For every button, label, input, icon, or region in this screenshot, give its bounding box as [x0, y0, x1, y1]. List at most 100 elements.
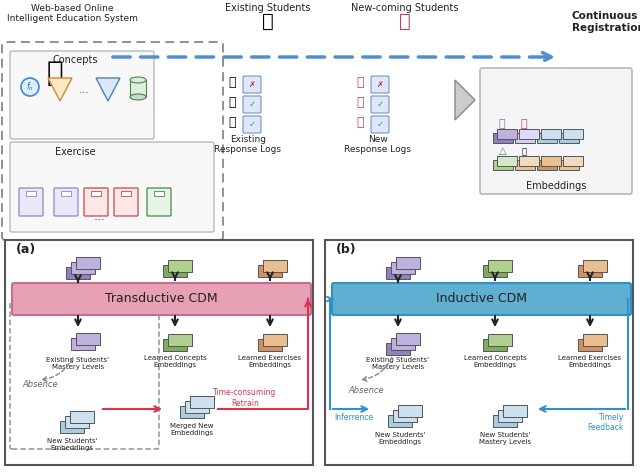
FancyBboxPatch shape: [19, 188, 43, 216]
Text: Absence: Absence: [348, 386, 383, 395]
Text: ✓: ✓: [248, 99, 255, 108]
Bar: [130, 80, 146, 97]
Bar: [488, 260, 512, 272]
FancyBboxPatch shape: [10, 142, 214, 232]
Bar: [66, 267, 90, 279]
FancyBboxPatch shape: [147, 188, 171, 216]
Text: Inferrence: Inferrence: [334, 413, 373, 422]
FancyBboxPatch shape: [243, 116, 261, 133]
Text: ...: ...: [94, 210, 106, 224]
Text: 👤: 👤: [228, 116, 236, 130]
Bar: [537, 160, 557, 170]
Bar: [583, 260, 607, 272]
Bar: [391, 338, 415, 350]
Text: ✓: ✓: [376, 120, 383, 129]
Bar: [515, 133, 535, 143]
Bar: [61, 191, 71, 196]
Text: ✓: ✓: [248, 120, 255, 129]
Text: 👤: 👤: [228, 76, 236, 89]
Bar: [393, 410, 417, 422]
FancyBboxPatch shape: [480, 68, 632, 194]
Text: Existing Students: Existing Students: [225, 3, 311, 13]
Text: 👤: 👤: [399, 12, 411, 31]
Bar: [583, 334, 607, 346]
Text: 👤: 👤: [228, 96, 236, 110]
Bar: [497, 129, 517, 139]
Bar: [483, 339, 507, 351]
Circle shape: [21, 78, 39, 96]
Bar: [488, 334, 512, 346]
Text: ✗: ✗: [248, 79, 255, 88]
Bar: [388, 415, 412, 427]
Bar: [168, 334, 192, 346]
Text: Existing
Response Logs: Existing Response Logs: [214, 135, 282, 154]
Bar: [325, 240, 633, 465]
FancyBboxPatch shape: [54, 188, 78, 216]
Bar: [559, 133, 579, 143]
Text: (a): (a): [16, 243, 36, 256]
Bar: [5, 240, 313, 465]
Bar: [168, 260, 192, 272]
Text: Continuous
Registration: Continuous Registration: [572, 11, 640, 33]
Text: (b): (b): [336, 243, 356, 256]
Bar: [515, 160, 535, 170]
FancyBboxPatch shape: [114, 188, 138, 216]
Bar: [391, 262, 415, 274]
Text: Existing Students'
Mastery Levels: Existing Students' Mastery Levels: [367, 357, 429, 370]
Bar: [185, 401, 209, 413]
FancyBboxPatch shape: [371, 76, 389, 93]
Text: Concepts: Concepts: [52, 55, 98, 65]
Polygon shape: [96, 78, 120, 101]
Text: New Students'
Mastery Levels: New Students' Mastery Levels: [479, 432, 531, 445]
Text: Learned Exercises
Embeddings: Learned Exercises Embeddings: [239, 355, 301, 368]
Bar: [386, 267, 410, 279]
FancyBboxPatch shape: [84, 188, 108, 216]
Bar: [70, 411, 94, 423]
Bar: [0, 0, 640, 240]
Bar: [519, 156, 539, 166]
Text: Learned Exercises
Embeddings: Learned Exercises Embeddings: [559, 355, 621, 368]
Text: Transductive CDM: Transductive CDM: [105, 293, 218, 305]
Bar: [71, 338, 95, 350]
Bar: [498, 410, 522, 422]
Text: Existing Students'
Mastery Levels: Existing Students' Mastery Levels: [47, 357, 109, 370]
Text: Absence: Absence: [22, 380, 58, 389]
Text: Web-based Online
Intelligent Education System: Web-based Online Intelligent Education S…: [6, 4, 138, 23]
FancyBboxPatch shape: [332, 283, 631, 315]
Text: ✗: ✗: [376, 79, 383, 88]
Bar: [263, 334, 287, 346]
Bar: [559, 160, 579, 170]
Text: Learned Concepts
Embeddings: Learned Concepts Embeddings: [463, 355, 526, 368]
Text: 👤: 👤: [262, 12, 274, 31]
Bar: [563, 129, 583, 139]
Bar: [493, 160, 513, 170]
FancyBboxPatch shape: [2, 42, 223, 240]
Bar: [121, 191, 131, 196]
Bar: [71, 262, 95, 274]
Text: Merged New
Embeddings: Merged New Embeddings: [170, 423, 214, 436]
Text: 👤: 👤: [356, 76, 364, 89]
Bar: [60, 421, 84, 433]
Bar: [91, 191, 101, 196]
FancyBboxPatch shape: [371, 116, 389, 133]
FancyBboxPatch shape: [243, 76, 261, 93]
Bar: [497, 156, 517, 166]
Bar: [76, 257, 100, 269]
Text: 👤: 👤: [356, 96, 364, 110]
Text: Inductive CDM: Inductive CDM: [435, 293, 527, 305]
Bar: [180, 406, 204, 418]
Bar: [398, 405, 422, 417]
Bar: [493, 415, 517, 427]
Bar: [396, 257, 420, 269]
Text: 🖥️: 🖥️: [47, 59, 63, 87]
Bar: [190, 396, 214, 408]
Text: New
Response Logs: New Response Logs: [344, 135, 412, 154]
Text: Time-consuming
Retrain: Time-consuming Retrain: [213, 388, 276, 408]
FancyBboxPatch shape: [10, 302, 159, 449]
Text: Timely
Feedback: Timely Feedback: [588, 413, 624, 432]
Bar: [396, 333, 420, 345]
Text: 👤: 👤: [356, 116, 364, 130]
Bar: [493, 133, 513, 143]
Bar: [263, 260, 287, 272]
Bar: [76, 333, 100, 345]
